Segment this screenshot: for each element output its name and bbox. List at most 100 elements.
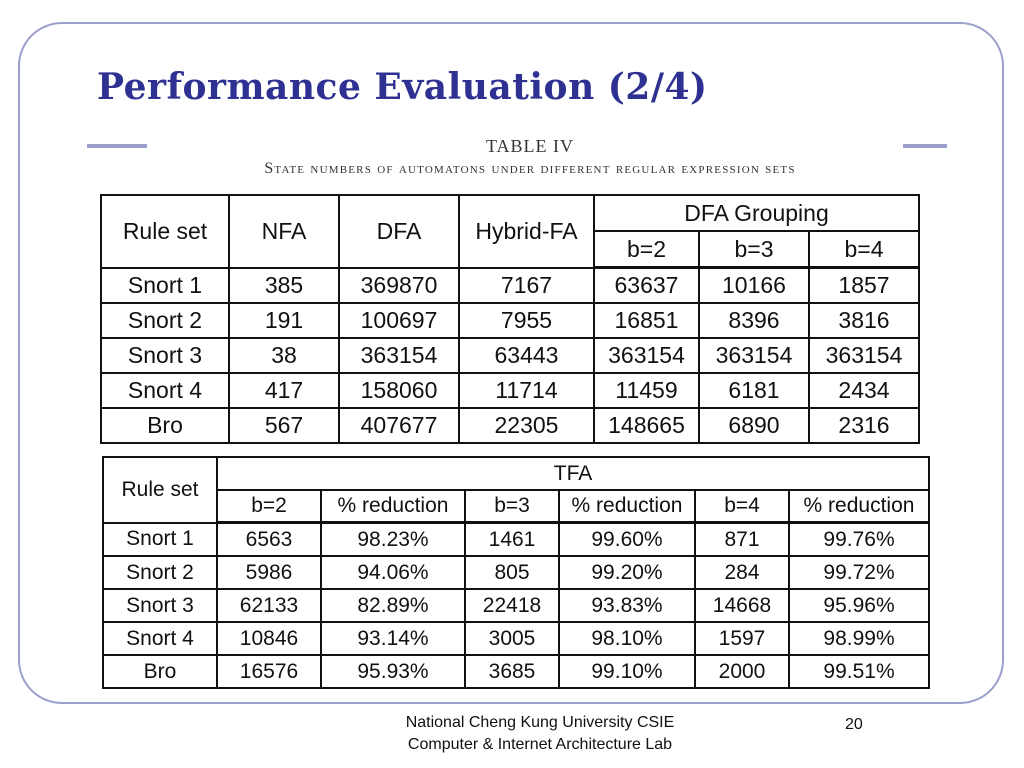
table-row: Snort 1 385 369870 7167 63637 10166 1857 <box>100 266 921 304</box>
cell-b2: 16851 <box>593 302 700 339</box>
cell-b4: 14668 <box>694 588 790 623</box>
cell-b2: 62133 <box>216 588 322 623</box>
cell-b4: 2000 <box>694 654 790 689</box>
header-b2: b=2 <box>216 489 322 524</box>
cell-reduction-b2: 98.23% <box>320 521 466 557</box>
cell-b2: 363154 <box>593 337 700 374</box>
tfa-table: Rule set TFA b=2 % reduction b=3 % reduc… <box>102 456 931 689</box>
table-row: Bro 16576 95.93% 3685 99.10% 2000 99.51% <box>102 654 931 689</box>
cell-reduction-b2: 95.93% <box>320 654 466 689</box>
cell-b4: 1857 <box>807 266 921 304</box>
cell-reduction-b4: 99.72% <box>787 555 931 590</box>
table-row: Snort 4 10846 93.14% 3005 98.10% 1597 98… <box>102 621 931 656</box>
table-header-row: Rule set TFA <box>102 456 931 524</box>
header-b3: b=3 <box>464 489 560 524</box>
cell-reduction-b2: 94.06% <box>320 555 466 590</box>
table-row: Snort 2 5986 94.06% 805 99.20% 284 99.72… <box>102 555 931 590</box>
table-row: Snort 3 38 363154 63443 363154 363154 36… <box>100 337 921 374</box>
footer-organization: National Cheng Kung University CSIE Comp… <box>340 712 740 756</box>
state-numbers-table: Rule set NFA DFA Hybrid-FA DFA Grouping … <box>100 194 921 444</box>
header-nfa: NFA <box>228 194 340 269</box>
cell-b3: 6890 <box>698 407 810 444</box>
cell-b4: 284 <box>694 555 790 590</box>
cell-dfa: 407677 <box>338 407 460 444</box>
cell-reduction-b2: 93.14% <box>320 621 466 656</box>
cell-rule-set: Snort 3 <box>102 588 218 623</box>
cell-reduction-b3: 93.83% <box>558 588 696 623</box>
table-row: Snort 3 62133 82.89% 22418 93.83% 14668 … <box>102 588 931 623</box>
cell-b2: 11459 <box>593 372 700 409</box>
cell-b3: 8396 <box>698 302 810 339</box>
header-b4: b=4 <box>807 230 921 269</box>
cell-rule-set: Snort 4 <box>102 621 218 656</box>
cell-reduction-b3: 99.20% <box>558 555 696 590</box>
footer-line-lab: Computer & Internet Architecture Lab <box>407 736 673 753</box>
header-dfa: DFA <box>338 194 460 269</box>
cell-dfa: 369870 <box>338 266 460 304</box>
cell-b4: 2316 <box>807 407 921 444</box>
cell-rule-set: Snort 1 <box>100 266 230 304</box>
table-header-row: Rule set NFA DFA Hybrid-FA DFA Grouping <box>100 194 921 269</box>
cell-b4: 3816 <box>807 302 921 339</box>
header-dfa-grouping: DFA Grouping <box>592 194 921 232</box>
cell-b3: 3685 <box>464 654 560 689</box>
cell-b2: 10846 <box>216 621 322 656</box>
cell-reduction-b4: 99.76% <box>787 521 931 557</box>
cell-b3: 3005 <box>464 621 560 656</box>
cell-reduction-b4: 99.51% <box>787 654 931 689</box>
table-subheader-row: b=2 % reduction b=3 % reduction b=4 % re… <box>103 489 931 524</box>
cell-reduction-b3: 98.10% <box>558 621 696 656</box>
cell-dfa: 158060 <box>338 372 460 409</box>
table-row: Snort 2 191 100697 7955 16851 8396 3816 <box>100 302 921 339</box>
cell-hybrid-fa: 7167 <box>458 266 595 304</box>
cell-hybrid-fa: 7955 <box>458 302 595 339</box>
title-rule-left <box>87 144 147 148</box>
cell-hybrid-fa: 11714 <box>458 372 595 409</box>
header-rule-set: Rule set <box>100 194 230 269</box>
cell-b2: 5986 <box>216 555 322 590</box>
cell-rule-set: Snort 2 <box>100 302 230 339</box>
header-b3: b=3 <box>698 230 810 269</box>
table-row: Snort 4 417 158060 11714 11459 6181 2434 <box>100 372 921 409</box>
cell-reduction-b4: 98.99% <box>787 621 931 656</box>
header-b2: b=2 <box>593 230 700 269</box>
header-reduction: % reduction <box>558 489 696 524</box>
header-tfa: TFA <box>215 456 931 491</box>
cell-rule-set: Snort 4 <box>100 372 230 409</box>
cell-b3: 6181 <box>698 372 810 409</box>
cell-b3: 805 <box>464 555 560 590</box>
cell-b2: 16576 <box>216 654 322 689</box>
header-reduction: % reduction <box>787 489 931 524</box>
cell-reduction-b2: 82.89% <box>320 588 466 623</box>
table-caption-text: State numbers of automatons under differ… <box>264 160 796 177</box>
header-b4: b=4 <box>694 489 790 524</box>
cell-b4: 871 <box>694 521 790 557</box>
cell-b2: 63637 <box>593 266 700 304</box>
cell-nfa: 385 <box>228 266 340 304</box>
cell-b4: 1597 <box>694 621 790 656</box>
cell-rule-set: Snort 3 <box>100 337 230 374</box>
cell-nfa: 191 <box>228 302 340 339</box>
header-rule-set: Rule set <box>102 456 218 524</box>
cell-b3: 1461 <box>464 521 560 557</box>
cell-rule-set: Bro <box>100 407 230 444</box>
cell-hybrid-fa: 63443 <box>458 337 595 374</box>
cell-nfa: 38 <box>228 337 340 374</box>
footer-line-university: National Cheng Kung University CSIE <box>405 714 675 731</box>
cell-b3: 22418 <box>464 588 560 623</box>
cell-rule-set: Snort 1 <box>102 521 218 557</box>
cell-rule-set: Snort 2 <box>102 555 218 590</box>
slide-title: Performance Evaluation (2/4) <box>97 66 708 108</box>
table-row: Bro 567 407677 22305 148665 6890 2316 <box>100 407 921 444</box>
cell-b2: 148665 <box>593 407 700 444</box>
cell-b2: 6563 <box>216 521 322 557</box>
cell-b3: 363154 <box>698 337 810 374</box>
table-caption-number: TABLE IV <box>485 136 575 156</box>
cell-b4: 363154 <box>807 337 921 374</box>
title-rule-right <box>903 144 947 148</box>
slide-frame <box>18 22 1004 704</box>
cell-b3: 10166 <box>698 266 810 304</box>
cell-rule-set: Bro <box>102 654 218 689</box>
cell-reduction-b3: 99.10% <box>558 654 696 689</box>
table-subheader-row: b=2 b=3 b=4 <box>101 230 921 269</box>
